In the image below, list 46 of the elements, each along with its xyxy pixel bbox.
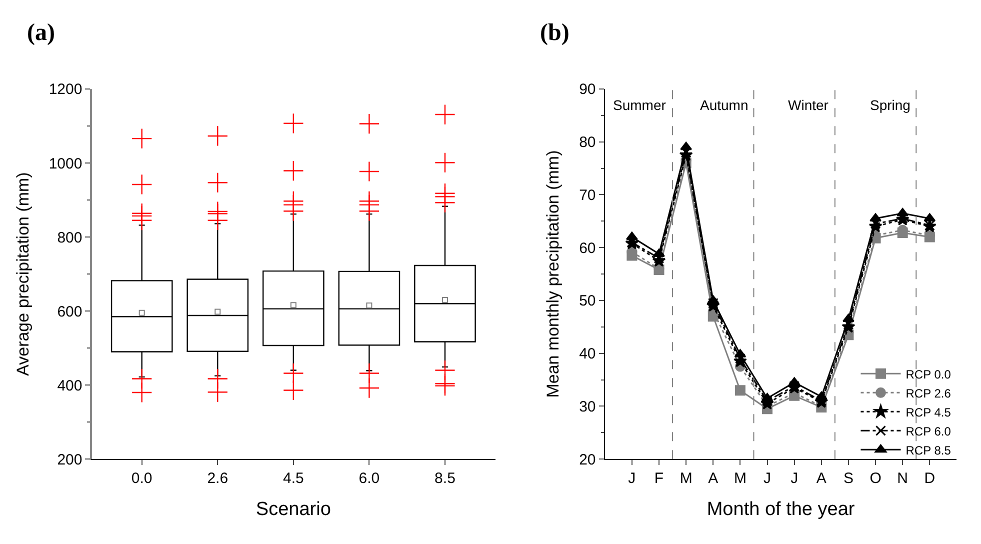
y-tick-label: 40	[579, 346, 596, 363]
x-axis-title: Month of the year	[706, 498, 856, 520]
x-tick-label: 8.5	[434, 470, 456, 488]
annotation: Summer	[613, 97, 666, 113]
y-tick-label: 20	[579, 451, 596, 468]
x-tick-label: D	[924, 470, 936, 488]
y-tick-label: 90	[579, 81, 596, 98]
y-axis-title: Mean monthly precipitation (mm)	[544, 150, 563, 398]
legend-label: RCP 8.5	[906, 443, 952, 458]
y-tick-label: 80	[579, 134, 596, 152]
y-tick-label: 200	[57, 451, 82, 468]
x-tick-label: 0.0	[131, 470, 152, 488]
annotation: Spring	[870, 97, 910, 113]
x-tick-label: F	[654, 470, 664, 488]
x-tick-label: 6.0	[358, 470, 380, 488]
x-tick-label: M	[680, 470, 692, 488]
y-axis-title: Average precipitation (mm)	[13, 172, 32, 376]
x-tick-label: S	[843, 470, 854, 488]
x-tick-label: 4.5	[282, 470, 304, 488]
chart-title: (a)	[27, 20, 55, 46]
y-tick-label: 30	[579, 398, 596, 416]
chart-title: (b)	[540, 20, 570, 46]
x-tick-label: J	[790, 470, 798, 488]
y-tick-label: 1000	[48, 155, 82, 172]
legend-label: RCP 0.0	[906, 367, 952, 382]
y-tick-label: 1200	[48, 81, 82, 98]
y-tick-label: 50	[579, 292, 596, 310]
x-tick-label: J	[628, 470, 636, 488]
x-tick-label: J	[764, 470, 772, 488]
x-tick-label: O	[870, 470, 882, 488]
annotation: Autumn	[700, 97, 748, 113]
legend-label: RCP 4.5	[906, 405, 952, 420]
x-tick-label: M	[734, 470, 746, 488]
legend-label: RCP 2.6	[906, 386, 952, 400]
x-axis-title: Scenario	[256, 498, 331, 520]
legend-label: RCP 6.0	[906, 424, 952, 438]
y-tick-label: 60	[579, 240, 596, 257]
x-tick-label: N	[897, 470, 908, 488]
x-tick-label: 2.6	[207, 470, 228, 488]
annotation: Winter	[788, 97, 829, 113]
x-tick-label: A	[816, 470, 826, 488]
y-tick-label: 400	[57, 377, 82, 394]
y-tick-label: 800	[57, 229, 82, 246]
y-tick-label: 600	[57, 303, 82, 320]
x-tick-label: A	[708, 470, 718, 488]
y-tick-label: 70	[579, 186, 596, 204]
